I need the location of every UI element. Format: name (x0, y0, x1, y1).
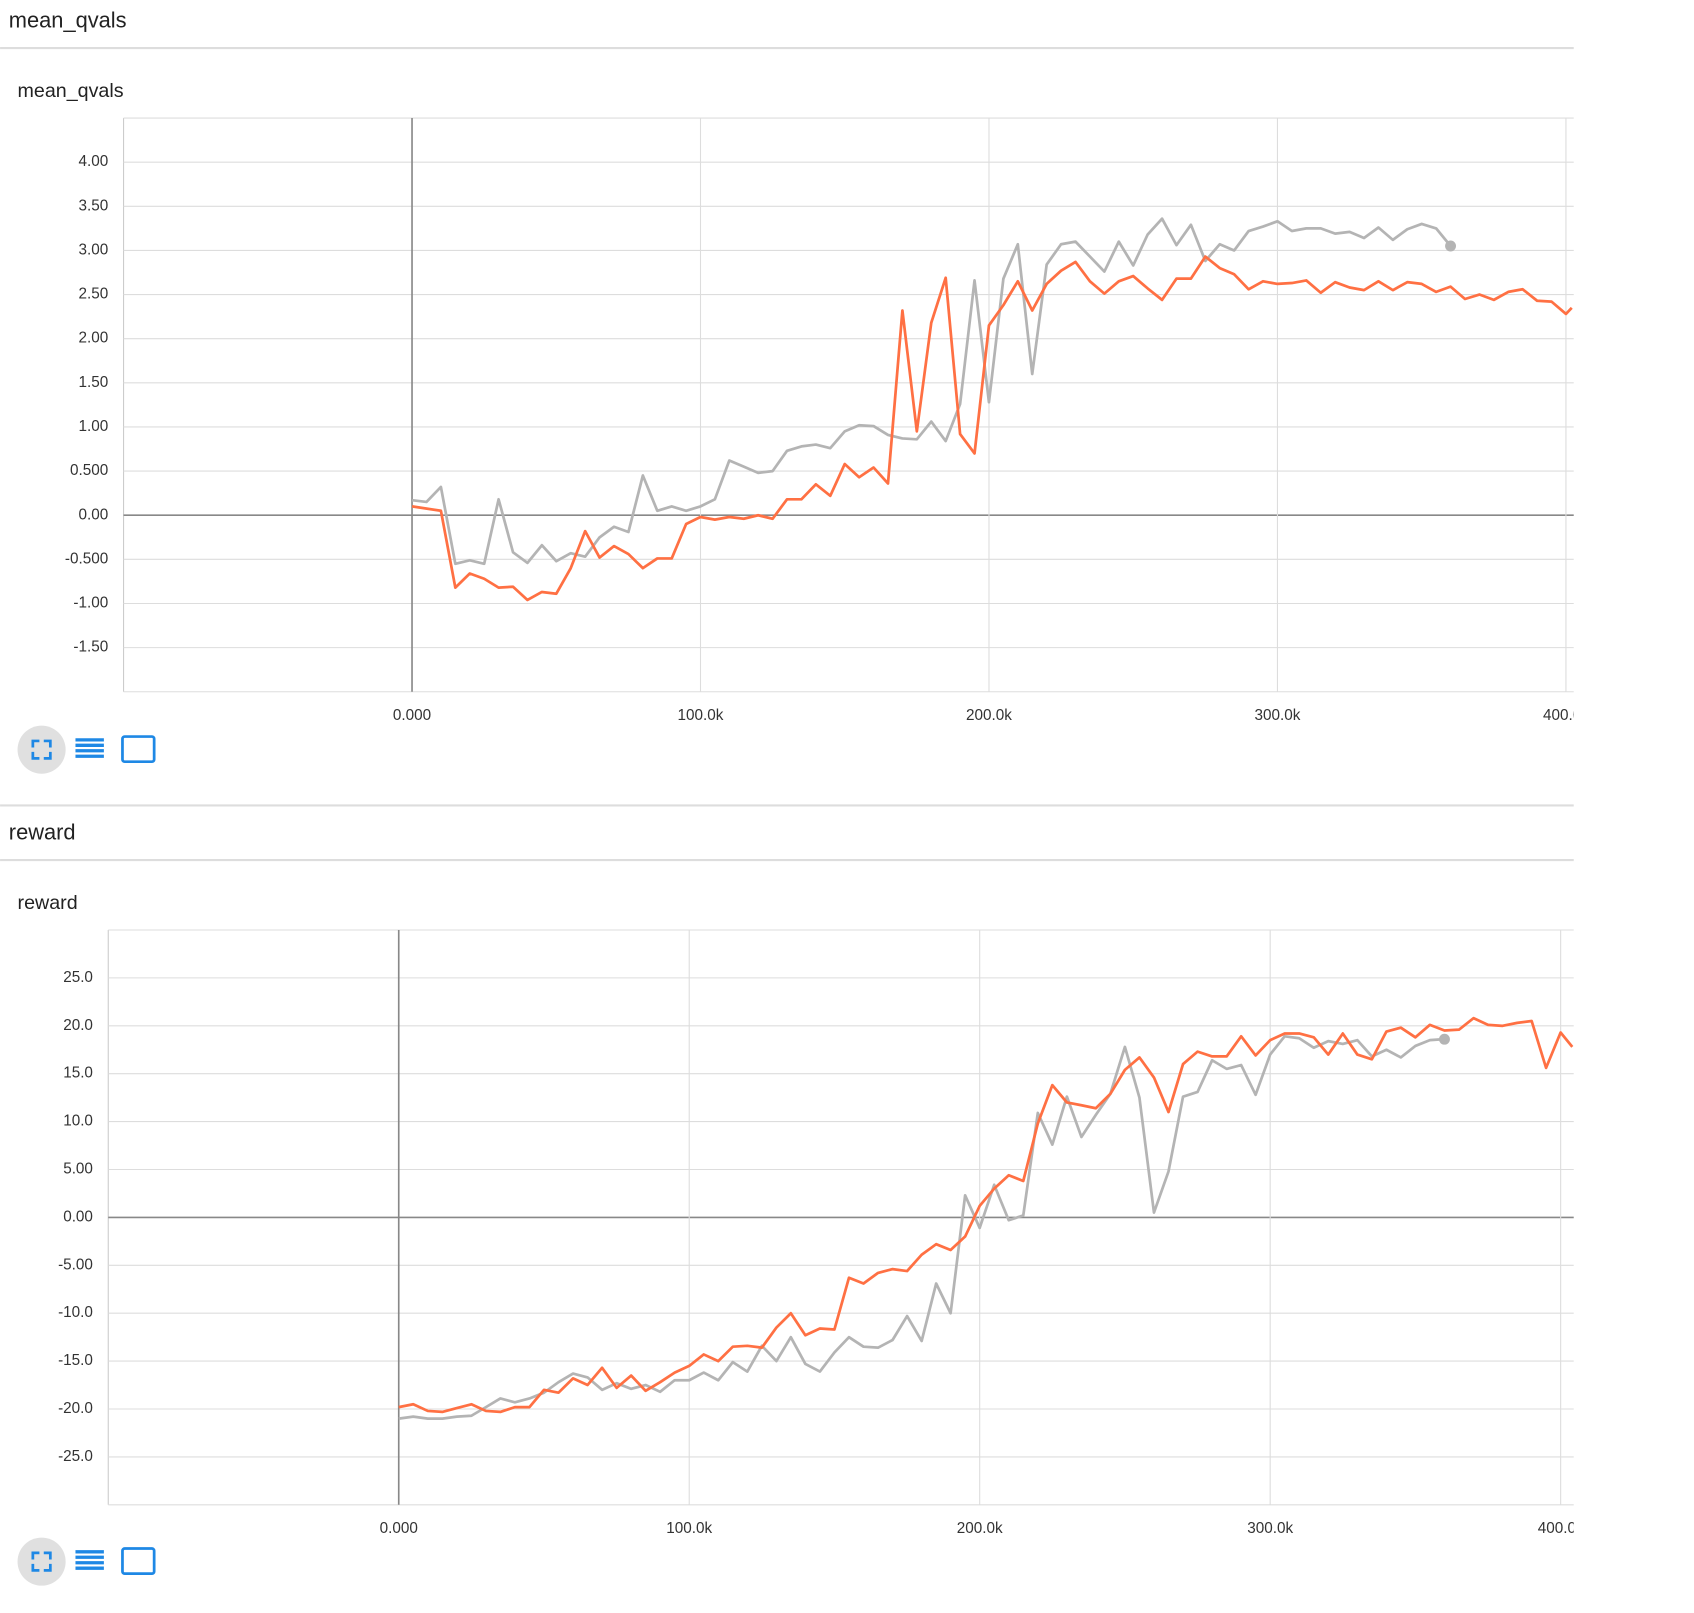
section-title: mean_qvals (9, 8, 127, 33)
series-line (411, 217, 1452, 566)
plot-lines (398, 1016, 1574, 1420)
y-tick-label: -15.0 (58, 1352, 93, 1369)
expand-icon (31, 1551, 52, 1572)
y-tick-label: 1.00 (79, 418, 109, 435)
x-tick-label: 0.000 (380, 1520, 418, 1537)
x-tick-label: 100.0k (678, 707, 724, 724)
y-tick-label: 0.00 (79, 506, 109, 523)
y-tick-label: 15.0 (63, 1065, 93, 1082)
chart-title: mean_qvals (18, 80, 124, 102)
toolbar (17, 725, 156, 774)
x-tick-label: 400.0k (1543, 707, 1589, 724)
x-tick-label: 200.0k (966, 707, 1012, 724)
x-tick-label: 400.0k (1538, 1520, 1584, 1537)
y-tick-label: -20.0 (58, 1400, 93, 1417)
plot-lines (411, 217, 1573, 602)
x-tick-label: 0.000 (393, 707, 431, 724)
expand-button[interactable] (17, 1537, 66, 1586)
x-tick-label: 100.0k (666, 1520, 712, 1537)
y-tick-label: -25.0 (58, 1448, 93, 1465)
y-tick-label: -0.500 (65, 550, 108, 567)
toolbar (17, 1537, 156, 1586)
expand-icon (31, 739, 52, 760)
y-tick-label: -1.00 (73, 595, 108, 612)
y-tick-label: 10.0 (63, 1113, 93, 1130)
series-end-dot (1438, 1033, 1450, 1045)
x-tick-label: 200.0k (957, 1520, 1003, 1537)
fit-domain-button[interactable] (121, 735, 156, 764)
x-tick-label: 300.0k (1255, 707, 1301, 724)
x-ticks: 0.000 100.0k 200.0k 300.0k 400.0k (380, 1520, 1584, 1537)
section-title: reward (9, 820, 76, 845)
y-tick-label: 0.00 (63, 1208, 93, 1225)
y-tick-label: 20.0 (63, 1017, 93, 1034)
log-scale-button[interactable] (75, 1550, 104, 1570)
y-tick-label: 25.0 (63, 969, 93, 986)
y-tick-label: 2.50 (79, 286, 109, 303)
y-tick-label: 0.500 (70, 462, 108, 479)
x-ticks: 0.000 100.0k 200.0k 300.0k 400.0k (393, 707, 1589, 724)
y-tick-label: 5.00 (63, 1161, 93, 1178)
y-tick-label: 3.00 (79, 241, 109, 258)
y-tick-label: 1.50 (79, 374, 109, 391)
chart: reward reward 25.0 20.0 15.0 10.0 5.00 0.00 -5.0… (9, 820, 1584, 1537)
chart-title: reward (18, 892, 78, 914)
expand-button[interactable] (17, 725, 66, 774)
series-line (398, 1034, 1445, 1420)
y-tick-label: -10.0 (58, 1304, 93, 1321)
log-scale-button[interactable] (75, 738, 104, 758)
series-end-dot (1445, 240, 1457, 252)
chart: mean_qvals mean_qvals 4.00 3.50 3.00 2.50 2.00… (9, 8, 1589, 724)
y-tick-label: -5.00 (58, 1256, 93, 1273)
series-line (411, 255, 1573, 602)
series-line (398, 1016, 1574, 1414)
y-tick-label: 3.50 (79, 197, 109, 214)
y-tick-label: 4.00 (79, 153, 109, 170)
y-tick-label: -1.50 (73, 639, 108, 656)
x-tick-label: 300.0k (1247, 1520, 1293, 1537)
fit-domain-button[interactable] (121, 1547, 156, 1576)
y-tick-label: 2.00 (79, 330, 109, 347)
